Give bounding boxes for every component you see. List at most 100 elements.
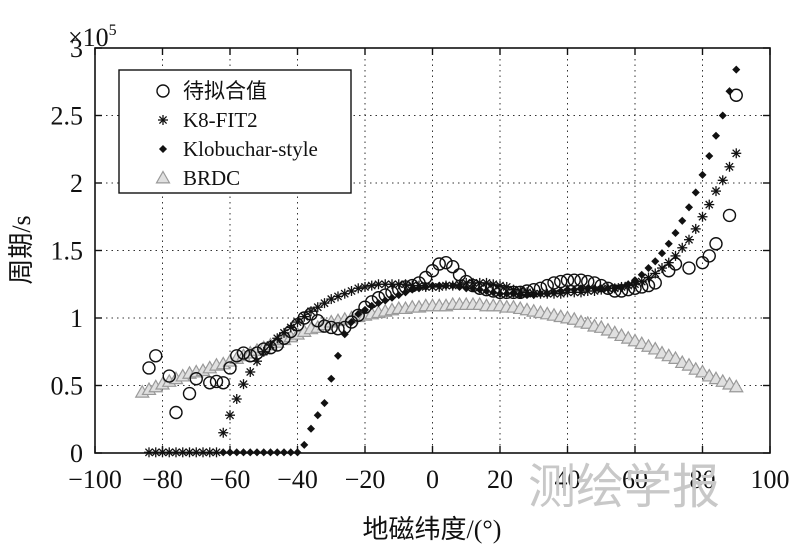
data-point — [630, 276, 640, 285]
data-point — [455, 282, 464, 291]
axis-ticks: −100 −80 −60 −40 −20 0 20 40 60 80 100 0 0.5 1 1.5 2 2.5… — [51, 34, 790, 494]
data-point — [570, 285, 579, 294]
data-point — [690, 223, 701, 234]
data-point — [536, 289, 545, 298]
data-point — [421, 282, 430, 291]
data-point — [502, 289, 511, 298]
data-point — [299, 311, 310, 322]
x-axis-title: 地磁纬度/(°) — [363, 515, 502, 544]
data-point — [306, 306, 316, 317]
data-point — [603, 284, 613, 293]
y-tick-label: 2.5 — [51, 102, 84, 131]
data-point — [252, 356, 262, 367]
data-point — [366, 280, 377, 291]
x-tick-label: 0 — [426, 465, 439, 494]
data-point — [245, 367, 256, 377]
x-tick-label: −60 — [210, 465, 251, 494]
data-point — [394, 291, 403, 300]
data-point — [644, 264, 653, 273]
x-tick-label: 40 — [555, 465, 581, 494]
data-point — [516, 291, 525, 300]
data-point — [468, 277, 478, 288]
data-point — [682, 261, 696, 275]
data-point — [292, 317, 303, 328]
data-point — [624, 280, 633, 289]
data-point — [475, 285, 484, 294]
series-3 — [134, 296, 744, 398]
data-point — [711, 186, 721, 197]
legend-label: 待拟合值 — [183, 79, 267, 103]
data-point — [590, 284, 599, 293]
legend-marker — [156, 84, 170, 98]
data-point — [225, 410, 235, 421]
data-point — [515, 286, 526, 296]
data-point — [320, 399, 329, 408]
data-point — [695, 255, 710, 270]
data-point — [657, 249, 667, 258]
data-point — [319, 298, 330, 309]
data-point — [408, 285, 417, 294]
data-point — [448, 281, 457, 290]
data-point — [556, 286, 565, 296]
y-exponent-label: ×105 — [68, 22, 117, 52]
data-point — [482, 286, 491, 296]
data-point — [529, 291, 538, 300]
data-point — [306, 424, 316, 433]
data-point — [724, 161, 735, 172]
legend-label: Klobuchar-style — [183, 137, 318, 161]
data-point — [718, 111, 727, 120]
data-series — [134, 65, 744, 458]
data-point — [657, 263, 667, 274]
y-axis-title: 周期/s — [7, 215, 36, 284]
data-point — [360, 305, 370, 314]
data-point — [610, 284, 619, 293]
data-point — [583, 284, 592, 293]
y-tick-label: 1 — [70, 304, 83, 333]
data-point — [344, 315, 359, 329]
legend-marker — [158, 115, 168, 125]
x-tick-label: −80 — [142, 465, 183, 494]
data-point — [312, 302, 323, 313]
data-point — [597, 284, 606, 293]
data-point — [677, 242, 688, 253]
data-point — [425, 264, 440, 278]
data-point — [637, 270, 646, 279]
data-point — [353, 283, 364, 294]
data-point — [401, 288, 410, 297]
data-point — [360, 281, 370, 292]
data-point — [576, 284, 586, 293]
data-point — [230, 349, 244, 363]
watermark-text: 测绘学报 — [528, 459, 720, 515]
data-point — [717, 175, 728, 186]
data-point — [728, 379, 744, 393]
data-point — [313, 411, 322, 420]
data-point — [400, 279, 411, 290]
data-point — [643, 272, 654, 283]
data-point — [698, 170, 707, 179]
y-tick-label: 0 — [70, 439, 83, 468]
data-point — [381, 296, 390, 305]
data-point — [189, 372, 203, 386]
data-point — [495, 280, 505, 291]
data-point — [651, 257, 660, 266]
data-point — [182, 386, 197, 401]
data-point — [374, 299, 383, 308]
data-point — [697, 211, 708, 222]
data-point — [169, 405, 183, 420]
data-point — [664, 239, 673, 248]
data-point — [650, 268, 661, 279]
data-point — [162, 369, 176, 383]
data-point — [439, 255, 453, 270]
data-point — [667, 350, 684, 364]
data-point — [223, 361, 237, 375]
data-point — [722, 208, 737, 223]
legend-marker — [158, 144, 168, 154]
data-point — [300, 440, 309, 449]
legend: 待拟合值 K8-FIT2 Klobuchar-style BRDC — [118, 69, 352, 194]
data-point — [704, 199, 715, 210]
data-point — [702, 249, 716, 263]
data-point — [671, 228, 680, 237]
legend-items: 待拟合值 K8-FIT2 Klobuchar-style BRDC — [155, 79, 318, 190]
data-point — [331, 322, 345, 336]
data-point — [441, 281, 451, 290]
